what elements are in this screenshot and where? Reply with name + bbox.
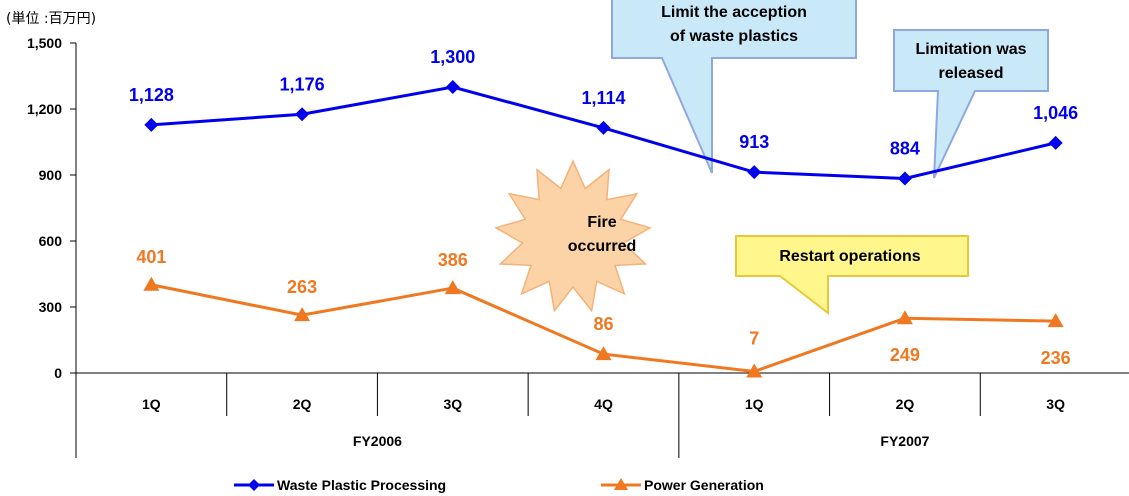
data-point bbox=[295, 107, 310, 122]
data-point bbox=[1048, 135, 1063, 150]
data-label: 1,176 bbox=[280, 74, 325, 94]
x-tick-label: 1Q bbox=[142, 396, 161, 412]
data-point bbox=[1047, 313, 1064, 328]
x-tick-label: 3Q bbox=[1046, 396, 1065, 412]
data-point bbox=[144, 117, 159, 132]
y-tick-label: 1,500 bbox=[27, 35, 62, 51]
legend-marker bbox=[248, 479, 260, 491]
data-label: 1,114 bbox=[581, 88, 625, 108]
legend-marker bbox=[614, 478, 628, 490]
legend-item: Power Generation bbox=[601, 477, 764, 493]
data-label: 236 bbox=[1041, 348, 1071, 368]
legend-label: Waste Plastic Processing bbox=[277, 477, 446, 493]
annotation-text: Limit the acception bbox=[661, 4, 807, 21]
data-label: 7 bbox=[749, 328, 759, 348]
data-point bbox=[746, 363, 763, 378]
legend-label: Power Generation bbox=[644, 477, 764, 493]
data-label: 1,046 bbox=[1033, 103, 1078, 123]
data-label: 263 bbox=[287, 277, 317, 297]
data-point bbox=[897, 171, 912, 186]
data-point bbox=[143, 276, 160, 291]
annotation-text: of waste plastics bbox=[670, 28, 798, 45]
x-tick-label: 2Q bbox=[293, 396, 312, 412]
data-point bbox=[596, 120, 611, 135]
data-point bbox=[445, 80, 460, 94]
y-tick-label: 1,200 bbox=[27, 101, 62, 117]
annotation-text: Limitation was bbox=[915, 41, 1026, 58]
data-label: 249 bbox=[890, 345, 920, 365]
data-point bbox=[896, 310, 913, 325]
data-label: 1,300 bbox=[430, 47, 475, 67]
x-group-label: FY2007 bbox=[880, 433, 929, 449]
data-point bbox=[747, 165, 762, 180]
x-tick-label: 3Q bbox=[443, 396, 462, 412]
y-tick-label: 600 bbox=[39, 233, 63, 249]
data-point bbox=[444, 280, 461, 295]
y-tick-label: 300 bbox=[39, 299, 63, 315]
data-label: 1,128 bbox=[129, 85, 174, 105]
y-tick-label: 900 bbox=[39, 167, 63, 183]
legend-item: Waste Plastic Processing bbox=[234, 477, 446, 493]
x-group-label: FY2006 bbox=[353, 433, 402, 449]
data-label: 401 bbox=[136, 247, 166, 267]
annotation-callout bbox=[893, 29, 1049, 179]
data-label: 386 bbox=[438, 250, 468, 270]
data-point bbox=[294, 307, 311, 322]
unit-label: (単位 :百万円) bbox=[6, 11, 97, 27]
x-tick-label: 4Q bbox=[594, 396, 613, 412]
x-tick-label: 1Q bbox=[745, 396, 764, 412]
y-tick-label: 0 bbox=[54, 365, 62, 381]
annotation-text: released bbox=[939, 65, 1004, 82]
data-label: 86 bbox=[593, 314, 613, 334]
annotation-text: Restart operations bbox=[779, 248, 920, 265]
x-tick-label: 2Q bbox=[896, 396, 915, 412]
data-point bbox=[595, 346, 612, 361]
annotation-burst bbox=[494, 159, 652, 313]
annotation-text: Fire bbox=[587, 214, 616, 231]
data-label: 913 bbox=[739, 132, 769, 152]
annotation-text: occurred bbox=[568, 238, 636, 255]
annotation-callout bbox=[611, 0, 857, 174]
annotation-callout bbox=[735, 235, 969, 316]
data-label: 884 bbox=[890, 139, 920, 159]
